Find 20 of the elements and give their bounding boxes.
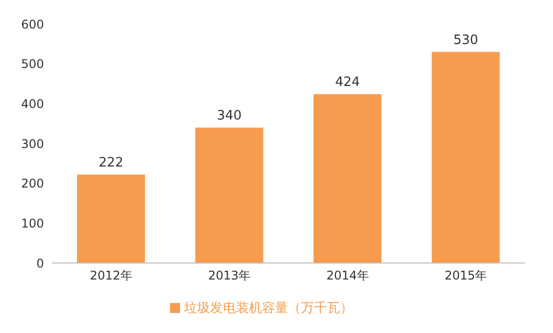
data-label: 222 — [98, 156, 124, 171]
bar — [314, 94, 382, 263]
y-tick-label: 0 — [36, 256, 44, 270]
x-tick-label: 2013年 — [208, 268, 251, 283]
data-label: 340 — [216, 108, 242, 124]
x-tick-label: 2015年 — [444, 268, 488, 283]
bar — [77, 174, 145, 263]
y-tick-label: 200 — [21, 176, 44, 191]
y-tick-label: 500 — [21, 57, 44, 72]
bar — [432, 52, 500, 263]
data-label: 424 — [335, 75, 360, 90]
data-label: 530 — [453, 32, 478, 48]
bar — [195, 128, 264, 263]
x-tick-label: 2014年 — [326, 268, 369, 283]
y-tick-label: 400 — [21, 96, 44, 111]
y-tick-label: 100 — [21, 216, 44, 230]
legend-label: 垃圾发电装机容量（万千瓦） — [184, 301, 353, 316]
x-tick-label: 2012年 — [90, 268, 132, 283]
y-tick-label: 300 — [21, 136, 44, 151]
y-tick-label: 600 — [21, 17, 44, 32]
